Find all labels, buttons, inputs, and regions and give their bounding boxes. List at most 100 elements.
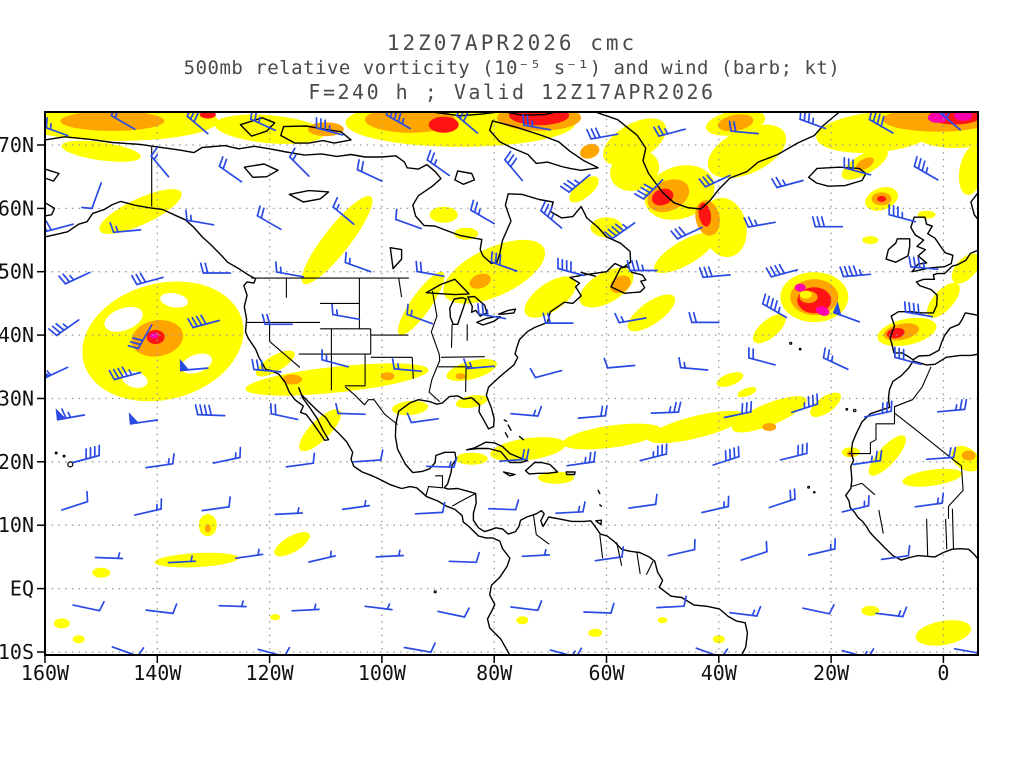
barb-fin-10kt	[634, 193, 645, 200]
vorticity-blob-r	[428, 116, 459, 133]
vorticity-blob-y	[868, 435, 906, 476]
barb-staff	[656, 605, 685, 609]
barb-fin-10kt	[913, 155, 918, 168]
barb-pennant	[45, 372, 52, 379]
barb-fin-10kt	[194, 404, 199, 416]
island-coastline	[489, 120, 599, 171]
barb-fin-5kt	[925, 166, 929, 174]
barb-fin-5kt	[49, 122, 52, 131]
barb-fin-5kt	[396, 363, 400, 371]
small-island	[789, 341, 793, 345]
wind-barb	[341, 499, 371, 511]
vorticity-blob-r	[651, 188, 674, 206]
barb-staff	[403, 646, 432, 654]
wind-barb	[841, 494, 870, 513]
barb-fin-5kt	[754, 219, 759, 227]
wind-barb	[60, 490, 89, 511]
barb-fin-10kt	[391, 358, 396, 370]
barb-fin-10kt	[881, 402, 884, 414]
vorticity-blob-y	[731, 396, 807, 433]
vorticity-blob-y	[397, 271, 445, 336]
barb-fin-10kt	[912, 302, 916, 315]
barb-fin-10kt	[185, 209, 188, 222]
barb-fin-10kt	[255, 359, 260, 371]
vorticity-blob-y	[610, 149, 660, 191]
barb-fin-10kt	[117, 367, 124, 379]
wind-barb	[45, 116, 69, 137]
barb-fin-5kt	[486, 309, 489, 317]
coastline	[845, 353, 978, 561]
vorticity-blob-y	[716, 372, 744, 387]
island-coastline	[507, 424, 512, 431]
barb-fin-10kt	[109, 222, 115, 234]
wind-barb	[425, 456, 458, 469]
political-border	[616, 542, 623, 566]
wind-barb	[72, 444, 101, 464]
axis-ticks-group	[37, 144, 945, 663]
vorticity-blob-w	[104, 306, 143, 332]
barb-fin-10kt	[379, 449, 384, 461]
barb-staff	[487, 507, 517, 511]
barb-pennant	[832, 301, 842, 317]
barb-fin-10kt	[260, 207, 265, 219]
barb-fin-10kt	[459, 112, 465, 120]
barb-fin-10kt	[848, 265, 854, 277]
barb-fin-5kt	[67, 411, 72, 419]
barb-fin-10kt	[789, 489, 792, 502]
barb-fin-10kt	[879, 449, 883, 462]
barb-staff	[414, 511, 444, 515]
barb-fin-5kt	[577, 505, 581, 513]
chart-title-run: 12Z07APR2026 cmc	[386, 31, 638, 55]
barb-staff	[695, 647, 718, 655]
political-border	[878, 509, 884, 534]
barb-fin-10kt	[521, 448, 526, 461]
barb-fin-10kt	[981, 644, 985, 653]
barb-fin-10kt	[256, 205, 261, 217]
barb-fin-10kt	[150, 146, 158, 157]
wind-barb	[914, 492, 945, 508]
vorticity-blob-y	[524, 276, 577, 318]
barb-fin-5kt	[811, 117, 815, 125]
barb-fin-10kt	[426, 149, 432, 161]
wind-barb	[128, 412, 159, 425]
barb-staff	[72, 604, 101, 612]
barb-fin-10kt	[674, 228, 683, 238]
barb-fin-10kt	[406, 412, 413, 424]
island-coastline	[565, 471, 576, 476]
lat-label-70N: 70N	[0, 133, 34, 157]
barb-fin-10kt	[45, 220, 53, 231]
barb-fin-10kt	[769, 297, 775, 310]
political-border	[893, 366, 932, 414]
barb-fin-5kt	[240, 600, 245, 608]
wind-barb	[678, 356, 709, 371]
barb-fin-10kt	[912, 256, 917, 269]
wind-barb	[790, 393, 819, 414]
wind-barb	[406, 303, 434, 325]
barb-fin-10kt	[604, 405, 608, 417]
wind-barb	[822, 347, 849, 371]
vorticity-blob-y	[299, 409, 342, 452]
lat-label-30N: 30N	[0, 387, 34, 411]
barb-fin-10kt	[462, 112, 469, 123]
barb-fin-10kt	[816, 216, 821, 228]
wind-barb	[251, 358, 282, 373]
vorticity-blob-y	[902, 468, 962, 487]
vorticity-blob-y	[274, 532, 310, 557]
barb-fin-10kt	[475, 551, 481, 564]
barb-fin-10kt	[397, 112, 402, 123]
wind-barb	[888, 203, 917, 223]
wind-barb	[628, 493, 658, 509]
wind-barb	[802, 604, 835, 615]
barb-fin-10kt	[843, 265, 849, 278]
barb-fin-10kt	[108, 369, 116, 381]
barb-fin-10kt	[942, 112, 946, 117]
lat-label-EQ: EQ	[10, 577, 34, 601]
vorticity-blob-r	[877, 195, 887, 202]
lon-label-80W: 80W	[476, 661, 513, 685]
barb-fin-5kt	[348, 257, 351, 265]
lon-label-20W: 20W	[813, 661, 850, 685]
barb-staff	[337, 412, 366, 416]
barb-fin-10kt	[559, 185, 570, 193]
barb-fin-10kt	[811, 394, 815, 407]
barb-fin-10kt	[901, 606, 908, 618]
